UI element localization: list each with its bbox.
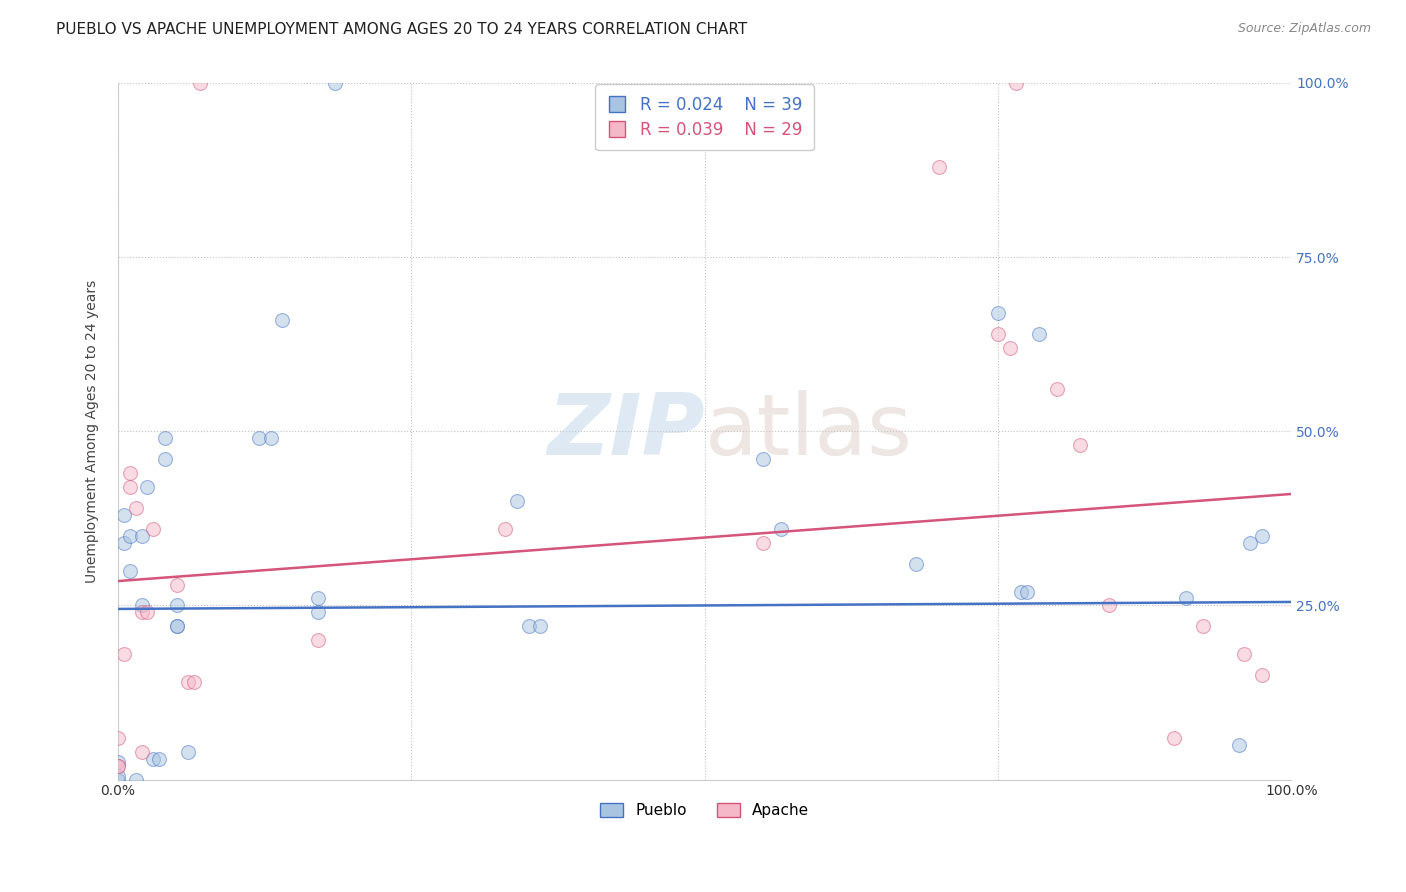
Point bbox=[107, 758, 129, 772]
Y-axis label: Unemployment Among Ages 20 to 24 years: Unemployment Among Ages 20 to 24 years bbox=[86, 280, 100, 582]
Point bbox=[1227, 738, 1250, 752]
Point bbox=[107, 772, 129, 787]
Point bbox=[136, 606, 159, 620]
Point bbox=[1239, 535, 1261, 549]
Point bbox=[188, 76, 211, 90]
Point bbox=[177, 745, 200, 759]
Point bbox=[1192, 619, 1215, 633]
Point bbox=[271, 313, 294, 327]
Point bbox=[166, 599, 188, 613]
Point bbox=[529, 619, 551, 633]
Point bbox=[1017, 584, 1039, 599]
Point bbox=[107, 769, 129, 783]
Point bbox=[142, 522, 165, 536]
Point bbox=[307, 591, 329, 606]
Point bbox=[752, 452, 775, 467]
Point bbox=[142, 752, 165, 766]
Point bbox=[506, 494, 529, 508]
Point bbox=[1233, 647, 1256, 661]
Point bbox=[177, 675, 200, 690]
Point bbox=[148, 752, 170, 766]
Point bbox=[124, 772, 146, 787]
Point bbox=[769, 522, 792, 536]
Point bbox=[1251, 529, 1274, 543]
Point bbox=[752, 535, 775, 549]
Point bbox=[928, 160, 950, 174]
Point bbox=[307, 633, 329, 648]
Point bbox=[118, 529, 141, 543]
Point bbox=[259, 431, 281, 445]
Point bbox=[247, 431, 270, 445]
Point bbox=[107, 755, 129, 769]
Point bbox=[118, 564, 141, 578]
Point bbox=[166, 577, 188, 591]
Point bbox=[112, 647, 135, 661]
Point bbox=[131, 606, 153, 620]
Point bbox=[166, 619, 188, 633]
Point bbox=[1004, 76, 1026, 90]
Point bbox=[323, 76, 346, 90]
Point bbox=[517, 619, 540, 633]
Point bbox=[136, 480, 159, 494]
Point bbox=[153, 431, 176, 445]
Point bbox=[904, 557, 927, 571]
Point bbox=[183, 675, 205, 690]
Point bbox=[107, 758, 129, 772]
Point bbox=[1046, 383, 1069, 397]
Point bbox=[131, 529, 153, 543]
Point bbox=[1163, 731, 1185, 745]
Point bbox=[998, 341, 1021, 355]
Point bbox=[118, 480, 141, 494]
Point bbox=[494, 522, 516, 536]
Point bbox=[131, 745, 153, 759]
Point bbox=[107, 731, 129, 745]
Text: atlas: atlas bbox=[704, 390, 912, 473]
Point bbox=[1251, 668, 1274, 682]
Point bbox=[166, 619, 188, 633]
Point bbox=[987, 306, 1010, 320]
Point bbox=[1174, 591, 1197, 606]
Point bbox=[1028, 326, 1050, 341]
Point bbox=[112, 535, 135, 549]
Point bbox=[131, 599, 153, 613]
Point bbox=[307, 606, 329, 620]
Point bbox=[1011, 584, 1033, 599]
Point bbox=[1069, 438, 1091, 452]
Point bbox=[124, 500, 146, 515]
Point bbox=[153, 452, 176, 467]
Text: ZIP: ZIP bbox=[547, 390, 704, 473]
Legend: Pueblo, Apache: Pueblo, Apache bbox=[593, 797, 815, 824]
Text: PUEBLO VS APACHE UNEMPLOYMENT AMONG AGES 20 TO 24 YEARS CORRELATION CHART: PUEBLO VS APACHE UNEMPLOYMENT AMONG AGES… bbox=[56, 22, 748, 37]
Point bbox=[987, 326, 1010, 341]
Point bbox=[118, 466, 141, 480]
Point bbox=[112, 508, 135, 522]
Point bbox=[1098, 599, 1121, 613]
Text: Source: ZipAtlas.com: Source: ZipAtlas.com bbox=[1237, 22, 1371, 36]
